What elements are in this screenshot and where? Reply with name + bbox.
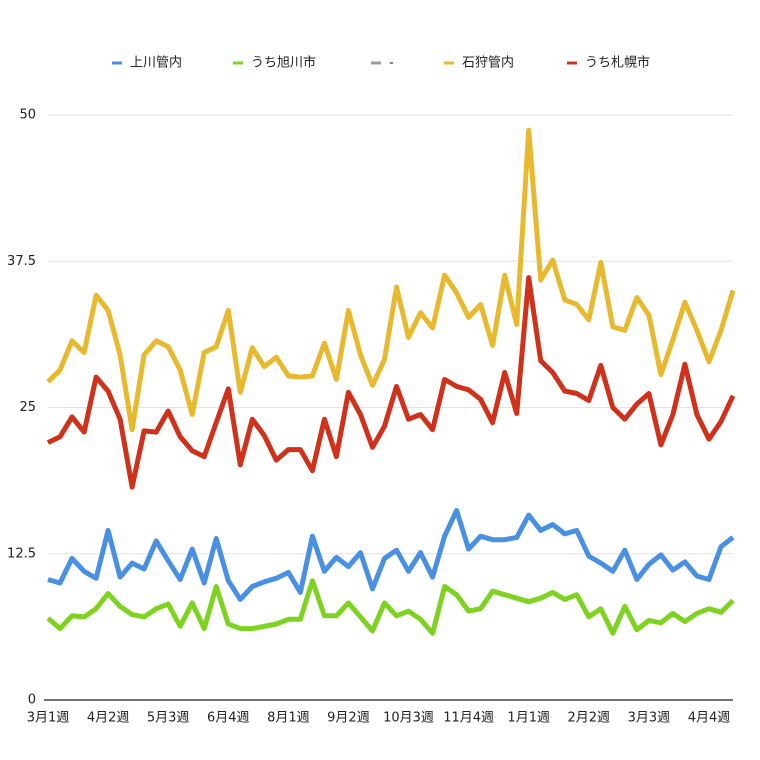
- legend-label: 上川管内: [130, 55, 182, 71]
- y-tick-label: 0: [28, 693, 36, 708]
- x-tick-label: 6月4週: [207, 711, 250, 726]
- x-tick-label: 2月2週: [568, 711, 611, 726]
- legend-label: うち札幌市: [585, 55, 650, 71]
- x-tick-label: 9月2週: [327, 711, 370, 726]
- y-tick-label: 25: [19, 400, 36, 415]
- legend-label: 石狩管内: [462, 55, 514, 71]
- y-tick-label: 12.5: [7, 546, 36, 561]
- legend-label: うち旭川市: [251, 55, 316, 71]
- series-line: [46, 275, 736, 490]
- y-tick-label: 37.5: [7, 254, 36, 269]
- x-tick-label: 5月3週: [147, 711, 190, 726]
- x-tick-label: 1月1週: [507, 711, 550, 726]
- x-tick-label: 3月1週: [27, 711, 70, 726]
- series-line: [46, 127, 736, 433]
- series-line: [46, 578, 735, 636]
- x-tick-label: 10月3週: [383, 711, 434, 726]
- x-tick-label: 3月3週: [628, 711, 671, 726]
- x-tick-label: 4月2週: [87, 711, 130, 726]
- legend-label: -: [389, 56, 394, 71]
- x-tick-label: 4月4週: [688, 711, 731, 726]
- series-line: [47, 508, 735, 602]
- y-tick-label: 50: [19, 108, 36, 123]
- x-tick-label: 11月4週: [443, 711, 494, 726]
- x-tick-label: 8月1週: [267, 711, 310, 726]
